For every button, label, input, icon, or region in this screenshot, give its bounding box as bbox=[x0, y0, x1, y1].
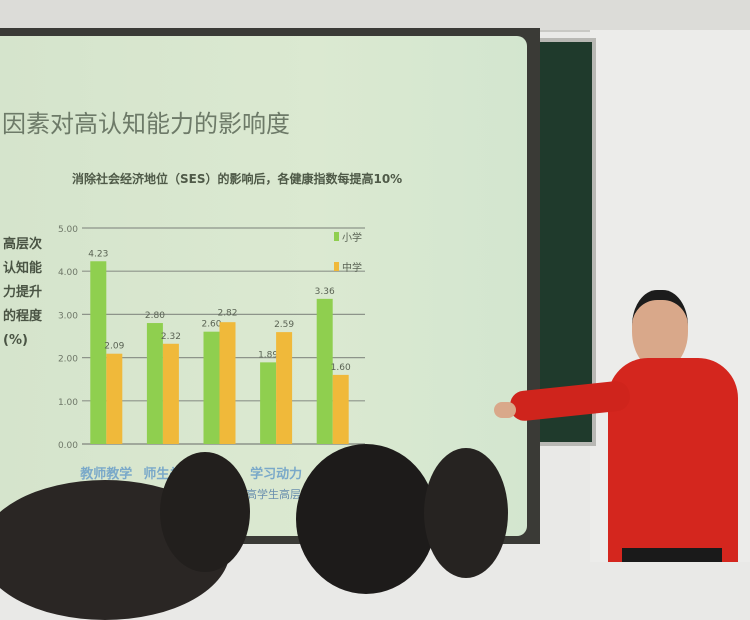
projection-screen bbox=[0, 36, 527, 536]
presenter bbox=[490, 286, 750, 562]
y-tick-label: 4.00 bbox=[58, 268, 78, 278]
data-label: 2.59 bbox=[274, 320, 294, 330]
legend-swatch bbox=[334, 262, 339, 271]
presenter-body bbox=[608, 358, 738, 562]
data-label: 1.89 bbox=[258, 350, 278, 360]
legend-label: 小学 bbox=[342, 231, 362, 244]
audience-head bbox=[296, 444, 436, 594]
y-tick-label: 5.00 bbox=[58, 225, 78, 235]
presenter-head bbox=[632, 290, 688, 370]
bar-中学 bbox=[332, 374, 349, 444]
y-axis-label-line: (%) bbox=[3, 333, 28, 348]
bar-中学 bbox=[276, 332, 293, 444]
legend-swatch bbox=[334, 232, 339, 241]
data-label: 3.36 bbox=[315, 287, 335, 297]
data-label: 4.23 bbox=[88, 249, 108, 259]
bar-小学 bbox=[90, 261, 107, 444]
y-tick-label: 0.00 bbox=[58, 441, 78, 451]
bar-中学 bbox=[219, 322, 236, 444]
legend-label: 中学 bbox=[342, 261, 362, 274]
data-label: 2.82 bbox=[217, 309, 237, 319]
bar-中学 bbox=[162, 343, 179, 444]
y-tick-label: 2.00 bbox=[58, 355, 78, 365]
data-label: 2.09 bbox=[104, 342, 124, 352]
bar-小学 bbox=[260, 362, 277, 444]
y-axis-label-line: 认知能 bbox=[3, 260, 42, 276]
bar-中学 bbox=[106, 353, 123, 444]
bar-小学 bbox=[203, 331, 220, 444]
presenter-trousers bbox=[622, 548, 722, 562]
presenter-hand bbox=[494, 402, 516, 418]
category-label: 学习动力 bbox=[250, 466, 302, 482]
slide-subtitle: 消除社会经济地位（SES）的影响后，各健康指数每提高10% bbox=[72, 172, 403, 186]
y-tick-label: 3.00 bbox=[58, 311, 78, 321]
data-label: 2.60 bbox=[201, 320, 221, 330]
bar-小学 bbox=[316, 298, 333, 444]
audience-head bbox=[424, 448, 508, 578]
y-axis-label-line: 的程度 bbox=[3, 308, 43, 324]
data-label: 1.60 bbox=[331, 363, 351, 373]
audience-head bbox=[160, 452, 250, 572]
y-axis-label-line: 力提升 bbox=[3, 284, 42, 300]
slide-title: 因素对高认知能力的影响度 bbox=[2, 110, 290, 138]
y-tick-label: 1.00 bbox=[58, 398, 78, 408]
data-label: 2.32 bbox=[161, 332, 181, 342]
y-axis-label-line: 高层次 bbox=[3, 236, 42, 252]
bar-小学 bbox=[146, 323, 163, 444]
footnote: 提高学生高层次 bbox=[235, 487, 312, 500]
category-label: 教师教学 bbox=[79, 466, 132, 482]
data-label: 2.80 bbox=[145, 311, 165, 321]
